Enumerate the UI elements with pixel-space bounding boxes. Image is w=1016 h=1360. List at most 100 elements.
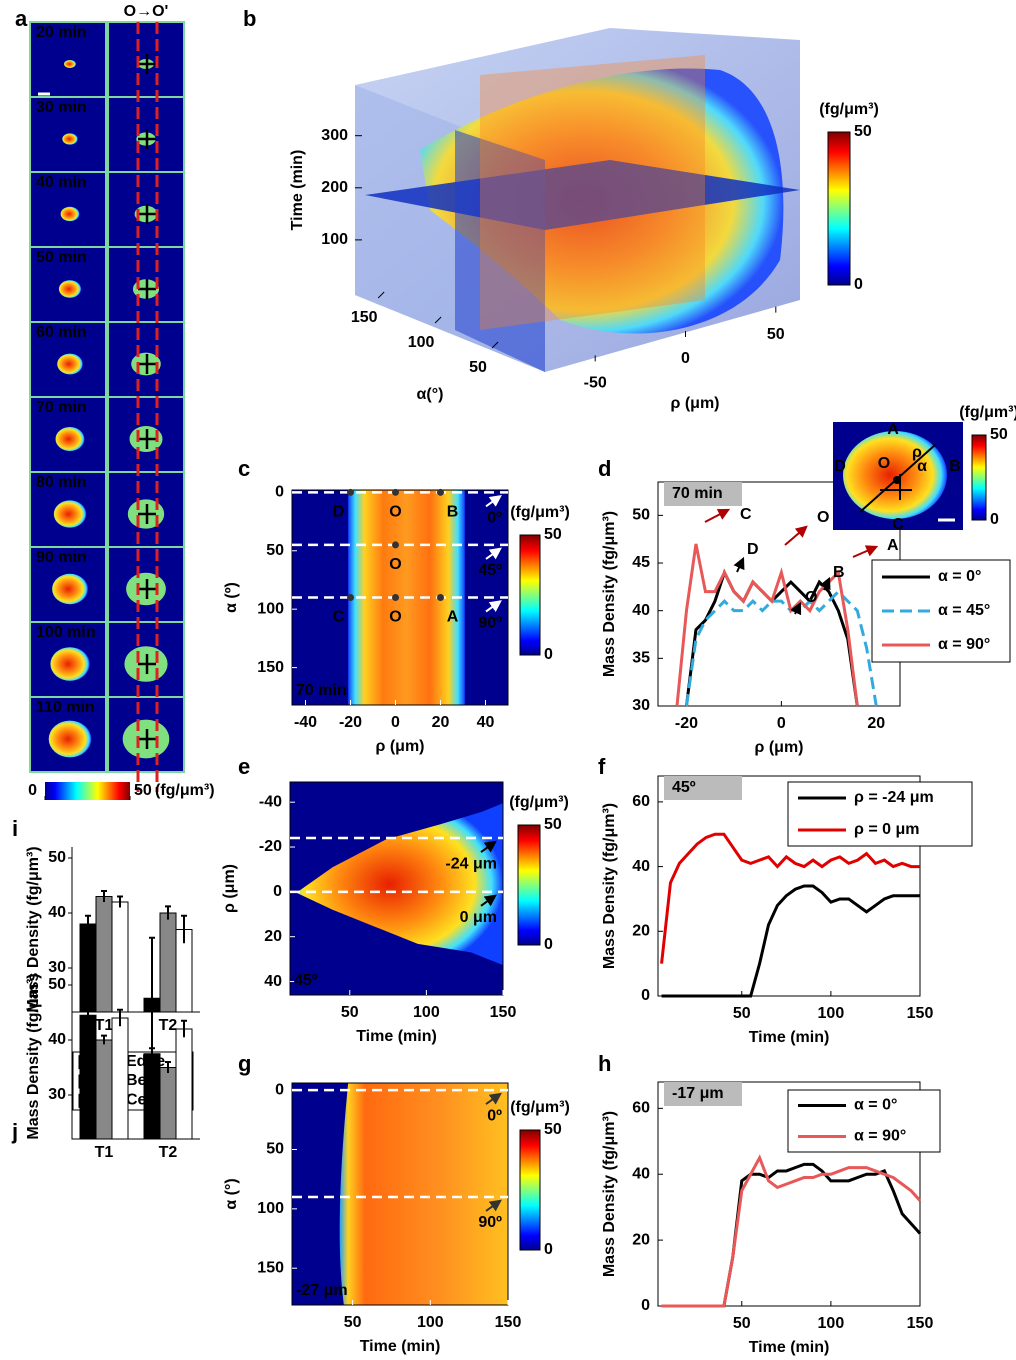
- x-tick-label: 150: [907, 1315, 934, 1332]
- y-tick-label: 0: [275, 484, 284, 501]
- y-axis-label: Mass Density (fg/μm³): [25, 973, 42, 1139]
- x-tick-label: 100: [818, 1005, 845, 1022]
- annotation: O: [817, 509, 829, 526]
- y-tick-label: 30: [48, 1086, 66, 1103]
- inset-center: [893, 476, 901, 484]
- rho-axis-label: ρ (μm): [670, 395, 719, 412]
- panel-label: h: [598, 1051, 611, 1076]
- y-tick-label: 40: [632, 1165, 650, 1182]
- z-tick-label: 100: [321, 231, 348, 248]
- tag: 45º: [672, 779, 696, 796]
- reference-point: [347, 594, 354, 601]
- bar: [160, 1068, 176, 1140]
- y-axis-label: ρ (μm): [221, 864, 238, 913]
- y-tick-label: 20: [264, 928, 282, 945]
- guide-label: 0º: [487, 1107, 502, 1124]
- panel-label: e: [238, 754, 250, 779]
- cell-image: [57, 354, 83, 375]
- colorbar: [518, 825, 540, 945]
- panel-label: b: [243, 6, 256, 31]
- colorbar-tick-label: 50: [134, 782, 152, 799]
- y-tick-label: -40: [259, 793, 282, 810]
- x-tick-label: 50: [733, 1005, 751, 1022]
- x-tick-label: 50: [733, 1315, 751, 1332]
- frame-time: 40 min: [36, 174, 87, 191]
- reference-point: [392, 489, 399, 496]
- legend-label: α = 90°: [938, 636, 990, 653]
- frame-time: 30 min: [36, 99, 87, 116]
- y-tick-label: 50: [48, 849, 66, 866]
- annotation: B: [833, 564, 845, 581]
- y-tick-label: 60: [632, 1100, 650, 1117]
- x-axis-label: Time (min): [356, 1028, 437, 1045]
- colorbar-unit: (fg/μm³): [819, 101, 879, 118]
- guide-label: -24 μm: [445, 855, 497, 872]
- bar: [160, 913, 176, 1012]
- y-tick-label: 40: [632, 602, 650, 619]
- x-tick-label: 0: [777, 715, 786, 732]
- z-axis-label: Time (min): [289, 150, 306, 231]
- frame-time: 60 min: [36, 324, 87, 341]
- x-tick-label: 100: [413, 1004, 440, 1021]
- frame-time: 20 min: [36, 24, 87, 41]
- y-tick-label: 60: [632, 793, 650, 810]
- panel-label: j: [11, 1119, 18, 1144]
- x-tick-label: -20: [675, 715, 698, 732]
- bar: [96, 1040, 112, 1139]
- colorbar-tick-label: 0: [544, 646, 553, 663]
- legend-label: ρ = 0 μm: [854, 821, 920, 838]
- point-label: O: [389, 556, 401, 573]
- inset-label: α: [917, 458, 927, 475]
- point-label: O: [389, 504, 401, 521]
- corner-label: -27 μm: [296, 1282, 348, 1299]
- tag: 70 min: [672, 485, 723, 502]
- cell-image: [59, 280, 81, 298]
- frame-time: 70 min: [36, 399, 87, 416]
- inset-cell: [843, 431, 947, 519]
- x-axis-label: Time (min): [749, 1029, 830, 1046]
- legend-label: α = 90°: [854, 1128, 906, 1145]
- guide-label: 0 μm: [460, 909, 497, 926]
- x-tick-label: -20: [339, 714, 362, 731]
- y-axis-label: Mass Density (fg/μm³): [601, 1111, 618, 1277]
- inset-label: O: [878, 455, 890, 472]
- x-axis-label: Time (min): [360, 1338, 441, 1355]
- rho-tick-label: -50: [584, 375, 607, 392]
- inset-label: C: [892, 516, 904, 533]
- bar: [80, 924, 96, 1012]
- guide-label: 45º: [478, 562, 502, 579]
- bar: [80, 1015, 96, 1139]
- colorbar-tick-label: 50: [544, 816, 562, 833]
- frame-time: 90 min: [36, 549, 87, 566]
- y-tick-label: 30: [48, 959, 66, 976]
- x-tick-label: 150: [490, 1004, 517, 1021]
- panel-label: f: [598, 754, 606, 779]
- x-axis-label: ρ (μm): [375, 738, 424, 755]
- y-tick-label: 20: [632, 923, 650, 940]
- legend-label: α = 0°: [938, 568, 981, 585]
- colorbar-tick-label: 50: [990, 426, 1008, 443]
- x-tick-label: 40: [477, 714, 495, 731]
- annotation: C: [740, 506, 752, 523]
- alpha-axis-label: α(°): [417, 386, 444, 403]
- point-label: D: [333, 504, 345, 521]
- alpha-tick-label: 100: [408, 334, 435, 351]
- tag: -17 μm: [672, 1085, 724, 1102]
- bar: [112, 902, 128, 1012]
- colorbar-tick-label: 0: [854, 276, 863, 293]
- panel-label: d: [598, 456, 611, 481]
- guide-label: 0º: [487, 510, 502, 527]
- x-axis-label: ρ (μm): [754, 739, 803, 756]
- column-header: O→O': [124, 3, 169, 20]
- y-axis-label: Mass Density (fg/μm³): [601, 511, 618, 677]
- panel-label: a: [15, 6, 28, 31]
- panel-label: g: [238, 1051, 251, 1076]
- legend-label: α = 45°: [938, 602, 990, 619]
- alpha-tick-label: 50: [469, 359, 487, 376]
- x-tick-label: 150: [907, 1005, 934, 1022]
- inset-label: A: [887, 421, 899, 438]
- reference-point: [392, 541, 399, 548]
- z-tick-label: 300: [321, 127, 348, 144]
- guide-label: 90º: [478, 1214, 502, 1231]
- y-tick-label: 0: [275, 1081, 284, 1098]
